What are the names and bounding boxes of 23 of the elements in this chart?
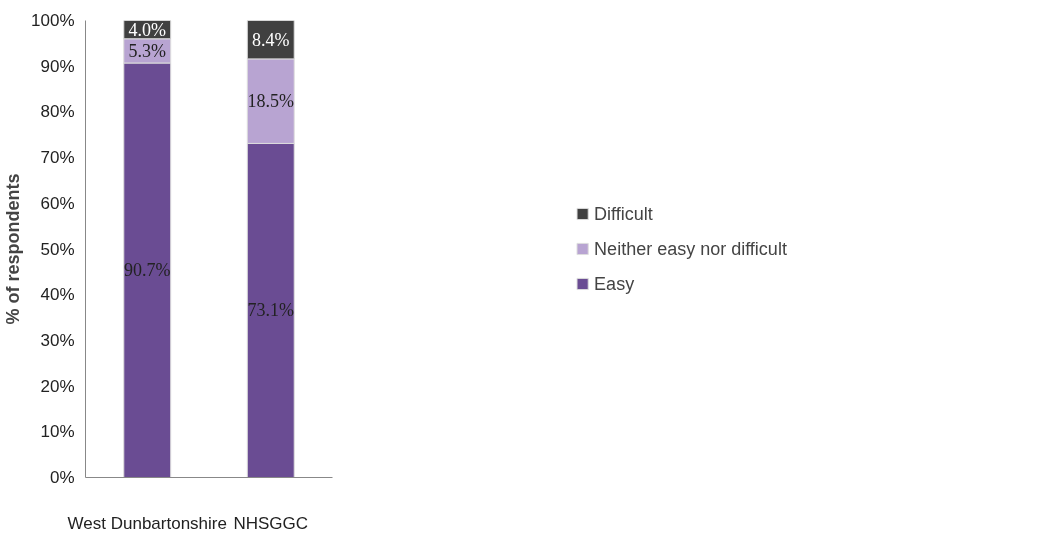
data-label: 90.7% xyxy=(124,260,171,281)
y-tick-label: 40% xyxy=(40,285,75,305)
y-tick-label: 80% xyxy=(40,102,75,122)
y-tick-label: 10% xyxy=(40,422,75,442)
y-tick-label: 20% xyxy=(40,376,75,396)
legend-label: Easy xyxy=(594,273,635,294)
y-tick-label: 50% xyxy=(40,239,75,259)
data-label: 18.5% xyxy=(247,91,294,112)
data-label: 73.1% xyxy=(247,300,294,321)
y-tick-label: 100% xyxy=(31,11,75,30)
data-label: 8.4% xyxy=(252,29,290,50)
y-tick-label: 30% xyxy=(40,330,75,350)
data-label: 4.0% xyxy=(128,19,166,40)
legend-label: Neither easy nor difficult xyxy=(594,238,787,259)
x-tick-label: West Dunbartonshire xyxy=(67,513,227,533)
x-tick-label: NHSGGC xyxy=(233,513,309,533)
y-tick-label: 0% xyxy=(49,468,75,487)
y-tick-label: 60% xyxy=(40,193,75,213)
y-axis-title: % of respondents xyxy=(3,173,24,325)
legend-label: Difficult xyxy=(594,203,653,224)
y-tick-label: 70% xyxy=(40,148,75,168)
data-label: 5.3% xyxy=(128,40,166,61)
y-tick-label: 90% xyxy=(40,56,75,76)
